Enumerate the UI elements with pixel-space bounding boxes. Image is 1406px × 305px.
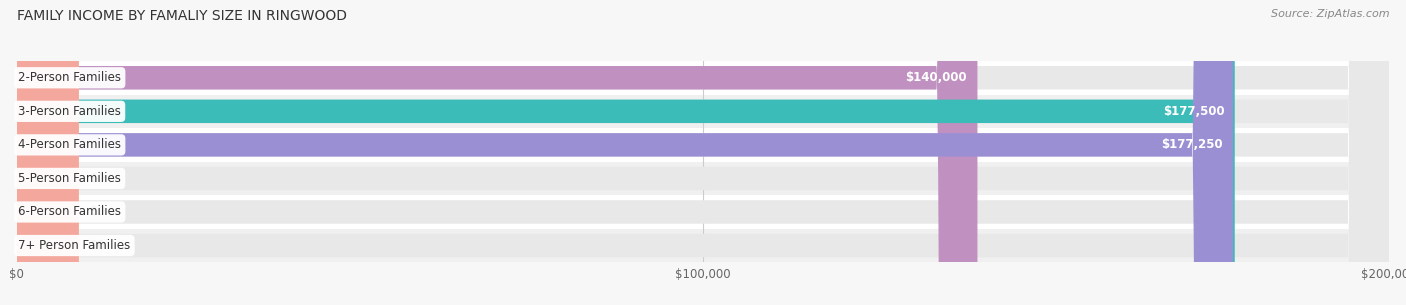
FancyBboxPatch shape (17, 195, 1389, 229)
FancyBboxPatch shape (17, 0, 79, 305)
Text: 2-Person Families: 2-Person Families (18, 71, 121, 84)
FancyBboxPatch shape (17, 0, 1389, 305)
Text: 5-Person Families: 5-Person Families (18, 172, 121, 185)
FancyBboxPatch shape (17, 229, 1389, 262)
FancyBboxPatch shape (17, 128, 1389, 162)
FancyBboxPatch shape (17, 0, 977, 305)
FancyBboxPatch shape (17, 0, 1389, 305)
Text: $0: $0 (89, 239, 105, 252)
FancyBboxPatch shape (17, 0, 79, 305)
Text: $0: $0 (89, 172, 105, 185)
FancyBboxPatch shape (17, 61, 1389, 95)
Text: $177,500: $177,500 (1163, 105, 1225, 118)
FancyBboxPatch shape (17, 0, 1389, 305)
Text: $140,000: $140,000 (905, 71, 967, 84)
Text: FAMILY INCOME BY FAMALIY SIZE IN RINGWOOD: FAMILY INCOME BY FAMALIY SIZE IN RINGWOO… (17, 9, 347, 23)
Text: 7+ Person Families: 7+ Person Families (18, 239, 131, 252)
FancyBboxPatch shape (17, 162, 1389, 195)
Text: $0: $0 (89, 206, 105, 218)
FancyBboxPatch shape (17, 0, 79, 305)
FancyBboxPatch shape (17, 0, 1389, 305)
Text: 6-Person Families: 6-Person Families (18, 206, 121, 218)
FancyBboxPatch shape (17, 0, 1389, 305)
Text: 3-Person Families: 3-Person Families (18, 105, 121, 118)
FancyBboxPatch shape (17, 0, 1389, 305)
Text: 4-Person Families: 4-Person Families (18, 138, 121, 151)
FancyBboxPatch shape (17, 0, 1234, 305)
FancyBboxPatch shape (17, 95, 1389, 128)
Text: $177,250: $177,250 (1161, 138, 1223, 151)
FancyBboxPatch shape (17, 0, 1233, 305)
Text: Source: ZipAtlas.com: Source: ZipAtlas.com (1271, 9, 1389, 19)
